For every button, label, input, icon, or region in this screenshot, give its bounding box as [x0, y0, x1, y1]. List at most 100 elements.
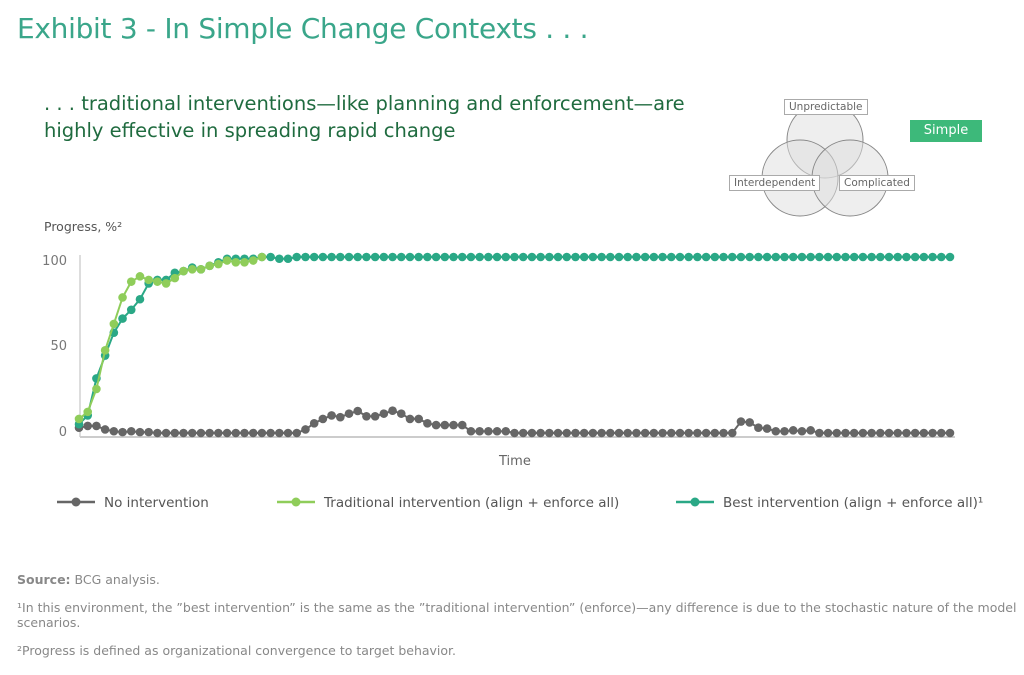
- data-point: [666, 428, 676, 438]
- data-point: [867, 428, 876, 438]
- data-point: [301, 252, 310, 262]
- subtitle-line-2: highly effective in spreading rapid chan…: [44, 119, 456, 142]
- data-point: [893, 252, 903, 262]
- data-point: [153, 277, 162, 286]
- data-point: [876, 428, 885, 438]
- data-point: [370, 252, 380, 262]
- data-point: [327, 411, 336, 420]
- data-point: [745, 252, 754, 262]
- data-point: [780, 426, 789, 436]
- data-point: [623, 252, 633, 262]
- data-point: [370, 411, 380, 421]
- data-point: [484, 252, 493, 262]
- data-point: [736, 417, 746, 426]
- data-point: [841, 428, 850, 438]
- data-point: [858, 252, 868, 262]
- data-point: [187, 428, 197, 438]
- data-point: [301, 425, 310, 434]
- data-point: [823, 252, 833, 262]
- data-point: [527, 428, 537, 438]
- series-line: [78, 256, 263, 420]
- series-1: [74, 252, 267, 424]
- x-axis-label: Time: [499, 454, 531, 469]
- data-point: [919, 252, 929, 262]
- data-point: [318, 252, 328, 262]
- data-point: [658, 428, 667, 438]
- data-point: [431, 252, 441, 262]
- data-point: [353, 406, 363, 416]
- data-point: [606, 252, 615, 262]
- data-point: [510, 428, 519, 438]
- data-point: [658, 252, 667, 262]
- venn-label-interdependent: Interdependent: [729, 175, 821, 191]
- data-point: [205, 428, 214, 438]
- data-point: [362, 411, 371, 421]
- data-point: [788, 426, 798, 435]
- data-point: [536, 252, 545, 262]
- data-point: [126, 277, 136, 286]
- data-point: [910, 428, 920, 438]
- data-point: [719, 252, 728, 262]
- data-point: [423, 419, 432, 428]
- data-point: [379, 409, 389, 418]
- data-point: [275, 428, 284, 438]
- footnote-1: ¹In this environment, the ”best interven…: [17, 600, 1017, 630]
- data-point: [832, 428, 842, 438]
- plot-area: [74, 252, 955, 438]
- data-point: [170, 273, 180, 283]
- data-point: [240, 257, 249, 267]
- data-point: [649, 252, 659, 262]
- data-point: [449, 252, 458, 262]
- data-point: [928, 252, 937, 262]
- data-point: [815, 428, 824, 438]
- data-point: [161, 428, 171, 438]
- data-point: [466, 426, 476, 436]
- data-point: [919, 428, 929, 438]
- data-point: [396, 409, 406, 418]
- data-point: [536, 428, 545, 438]
- data-point: [196, 428, 206, 438]
- data-point: [910, 252, 920, 262]
- series-0: [74, 406, 955, 438]
- data-point: [849, 252, 859, 262]
- data-point: [684, 252, 693, 262]
- data-point: [414, 414, 423, 424]
- data-point: [632, 252, 641, 262]
- data-point: [849, 428, 859, 438]
- subtitle-line-1: . . . traditional interventions—like pla…: [44, 92, 685, 115]
- data-point: [745, 418, 754, 427]
- data-point: [736, 252, 746, 262]
- footnote-2: ²Progress is defined as organizational c…: [17, 643, 457, 658]
- y-axis-label: Progress, %²: [44, 219, 123, 234]
- data-point: [396, 252, 406, 262]
- data-point: [353, 252, 363, 262]
- data-point: [153, 428, 162, 438]
- data-point: [248, 428, 258, 438]
- data-point: [257, 428, 267, 438]
- data-point: [144, 275, 153, 285]
- y-tick-0: 0: [58, 425, 67, 440]
- exhibit-title: Exhibit 3 - In Simple Change Contexts . …: [17, 12, 589, 45]
- data-point: [579, 428, 589, 438]
- data-point: [797, 252, 807, 262]
- legend-label-best: Best intervention (align + enforce all)¹: [723, 495, 984, 511]
- data-point: [135, 272, 145, 281]
- data-point: [623, 428, 633, 438]
- data-point: [701, 428, 711, 438]
- data-point: [187, 265, 197, 274]
- data-point: [440, 252, 450, 262]
- data-point: [83, 407, 93, 417]
- data-point: [100, 425, 110, 434]
- data-point: [945, 252, 955, 262]
- data-point: [118, 293, 127, 302]
- data-point: [431, 420, 441, 430]
- data-point: [423, 252, 432, 262]
- data-point: [588, 252, 598, 262]
- data-point: [684, 428, 693, 438]
- data-point: [344, 252, 354, 262]
- data-point: [222, 256, 232, 265]
- data-point: [449, 420, 458, 430]
- legend-marker-none: [57, 497, 95, 507]
- data-point: [283, 254, 293, 264]
- data-point: [675, 428, 685, 438]
